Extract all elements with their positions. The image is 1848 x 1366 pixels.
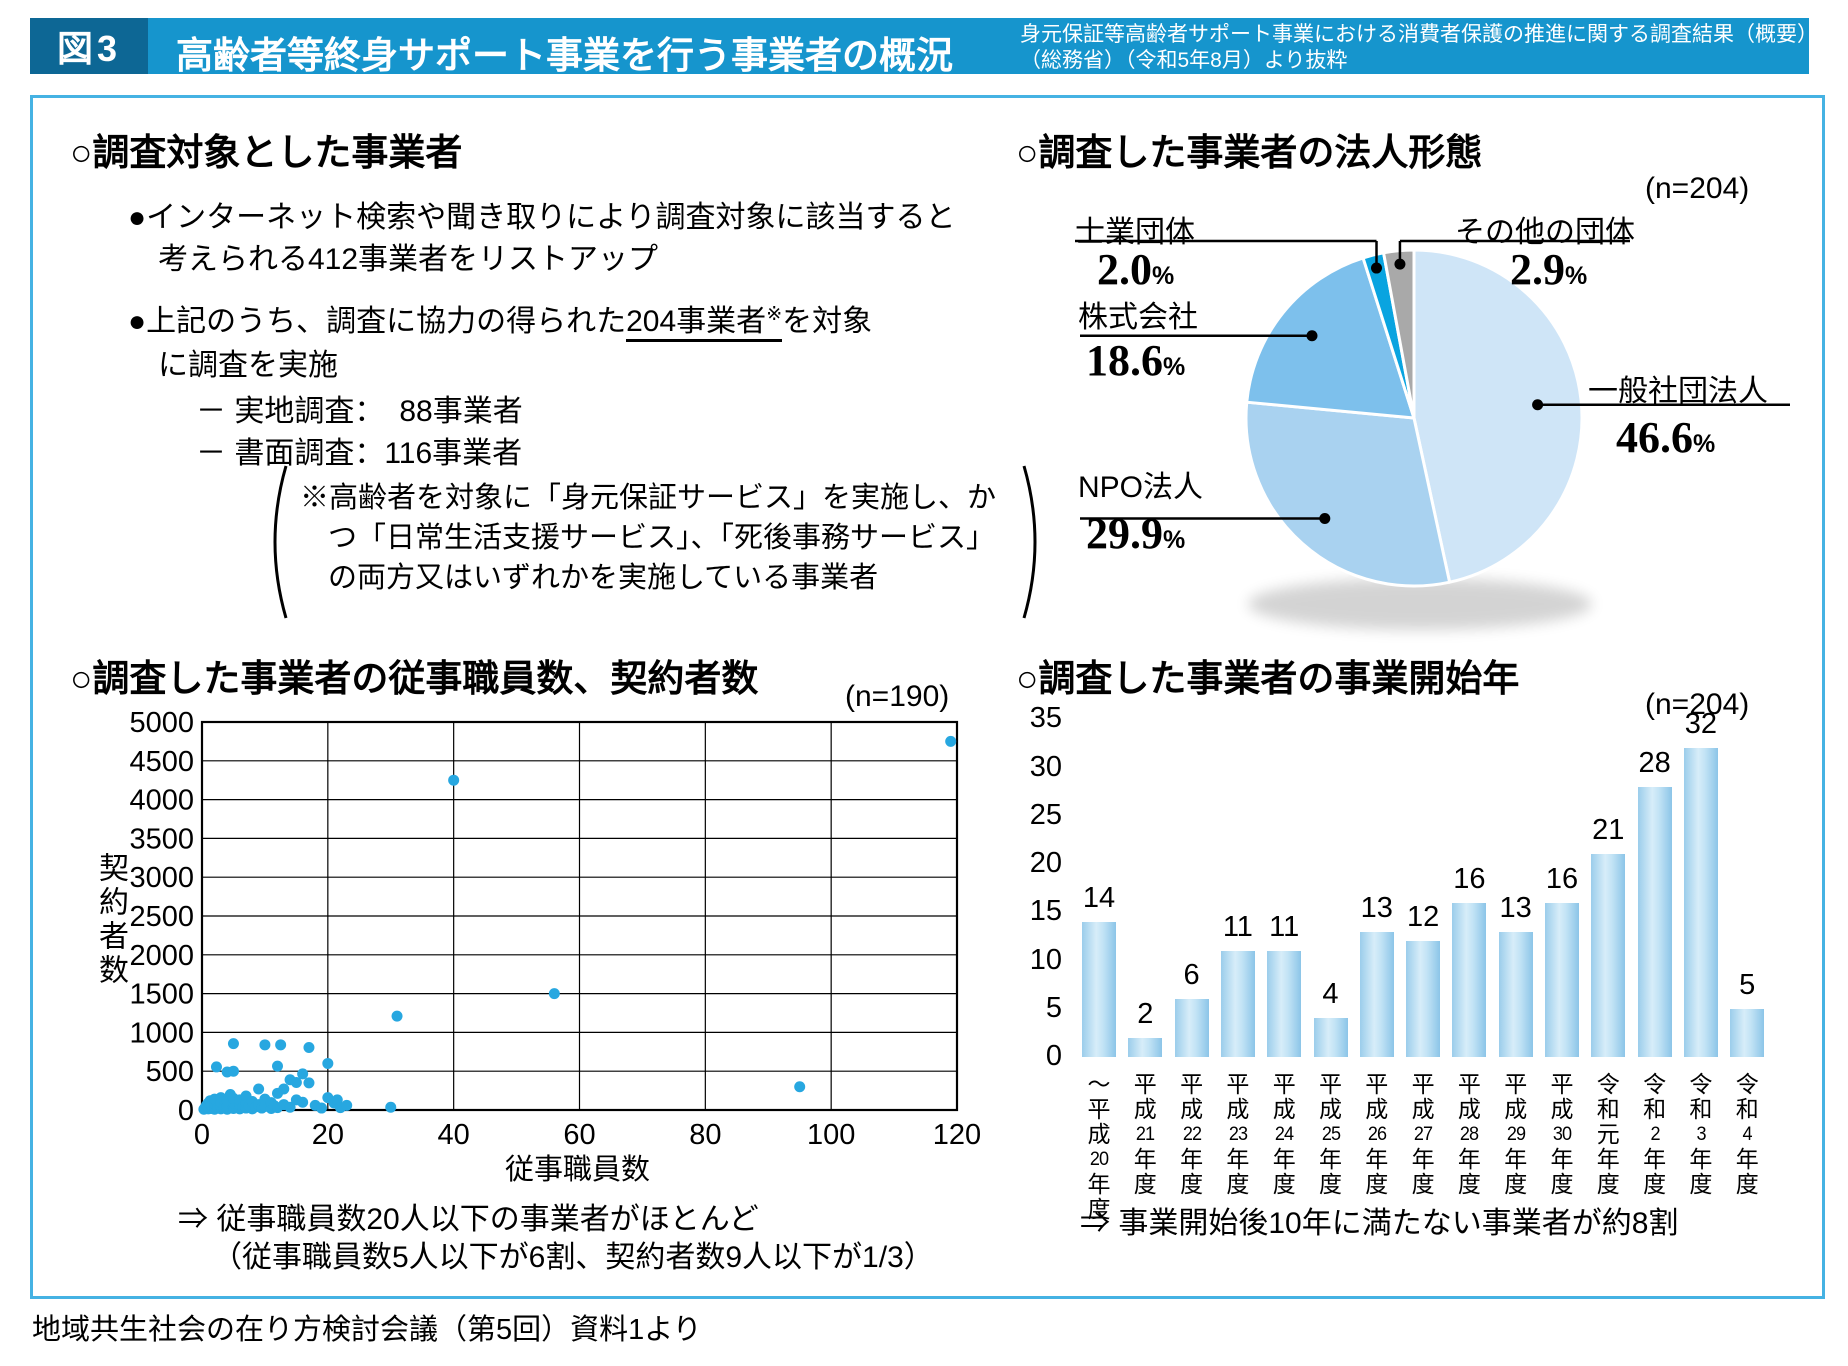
pie-pct-shigyo: 2.0% (1097, 244, 1174, 295)
count-204: 204事業者 (626, 305, 767, 338)
svg-text:80: 80 (689, 1119, 721, 1151)
page-title: 高齢者等終身サポート事業を行う事業者の概況 (176, 35, 953, 76)
percent-sign: % (1693, 430, 1716, 458)
scatter-points (198, 735, 957, 1115)
scatter-annotation-line2: （従事職員数5人以下が6割、契約者数9人以下が1/3） (212, 1241, 934, 1274)
bullet2-prefix: ●上記のうち、調査に協力の得られた (128, 305, 627, 338)
percent-sign: % (1163, 353, 1186, 381)
bullet1-line2: 考えられる412事業者をリストアップ (158, 243, 659, 276)
pct-value: 18.6 (1086, 336, 1163, 385)
svg-text:4500: 4500 (129, 746, 194, 778)
section-heading-survey-target: ○調査対象とした事業者 (70, 132, 463, 173)
note-line1: ※高齢者を対象に「身元保証サービス」を実施し、か (300, 482, 997, 514)
header-title-bar (148, 18, 1809, 74)
source-note-line2: （総務省）（令和5年8月）より抜粋 (1020, 49, 1348, 72)
figure-number: 図3 (56, 28, 122, 69)
pie-label-general: 一般社団法人 (1588, 375, 1768, 408)
pie-pct-kk: 18.6% (1086, 335, 1185, 386)
pie-pct-other: 2.9% (1510, 244, 1587, 295)
svg-text:4000: 4000 (129, 785, 194, 817)
pie-label-shigyo: 士業団体 (1075, 216, 1195, 249)
pie-label-other: その他の団体 (1455, 216, 1635, 249)
pct-value: 2.9 (1510, 245, 1565, 294)
pie-pct-general: 46.6% (1616, 412, 1715, 463)
svg-text:0: 0 (194, 1119, 210, 1151)
svg-text:5000: 5000 (129, 707, 194, 739)
svg-text:60: 60 (563, 1119, 595, 1151)
section-heading-start-year: ○調査した事業者の事業開始年 (1016, 658, 1520, 699)
staff-scatter-chart: 0500100015002000250030003500400045005000… (129, 707, 981, 1151)
percent-sign: % (1152, 262, 1175, 290)
svg-text:3000: 3000 (129, 862, 194, 894)
svg-text:500: 500 (146, 1056, 194, 1088)
footer-source: 地域共生社会の在り方検討会議（第5回）資料1より (32, 1314, 702, 1346)
bar-annotation: ⇒ 事業開始後10年に満たない事業者が約8割 (1080, 1207, 1679, 1240)
svg-text:20: 20 (312, 1119, 344, 1151)
scatter-tick-labels: 0500100015002000250030003500400045005000… (129, 707, 981, 1151)
bullet1-line1: ●インターネット検索や聞き取りにより調査対象に該当すると (128, 201, 956, 234)
note-line3: の両方又はいずれかを実施している事業者 (328, 562, 879, 594)
section-heading-staff: ○調査した事業者の従事職員数、契約者数 (70, 658, 759, 699)
bullet2-suffix: を対象 (782, 305, 873, 338)
source-note-line1: 身元保証等高齢者サポート事業における消費者保護の推進に関する調査結果（概要） (1020, 23, 1818, 46)
section-heading-legal-form: ○調査した事業者の法人形態 (1016, 132, 1483, 173)
pct-value: 2.0 (1097, 245, 1152, 294)
svg-text:2500: 2500 (129, 901, 194, 933)
note-parentheses (273, 465, 1037, 619)
pie-label-kk: 株式会社 (1078, 301, 1198, 334)
pie-label-npo: NPO法人 (1078, 471, 1204, 504)
paper-survey-item: － 書面調査：116事業者 (196, 437, 523, 470)
bullet2-underlined-count: 204事業者※ (626, 304, 783, 342)
scatter-y-axis-title: 契約者数 (94, 852, 127, 988)
svg-text:0: 0 (178, 1095, 194, 1127)
legal-form-pie-chart (1075, 239, 1790, 630)
note-marker: ※ (766, 304, 783, 325)
pie-n-label: (n=204) (1645, 172, 1750, 205)
percent-sign: % (1163, 526, 1186, 554)
pie-slices (1244, 248, 1584, 588)
svg-text:1000: 1000 (129, 1017, 194, 1049)
svg-text:100: 100 (807, 1119, 855, 1151)
pie-leader-lines (1075, 239, 1790, 525)
svg-text:3500: 3500 (129, 823, 194, 855)
bullet2-line2: に調査を実施 (158, 349, 338, 382)
pct-value: 29.9 (1086, 509, 1163, 558)
pie-shadow (1248, 578, 1592, 630)
pie-pct-npo: 29.9% (1086, 508, 1185, 559)
pct-value: 46.6 (1616, 413, 1693, 462)
svg-text:40: 40 (438, 1119, 470, 1151)
bar-n-label: (n=204) (1645, 688, 1750, 721)
note-line2: つ「日常生活支援サービス」、「死後事務サービス」 (328, 522, 996, 554)
scatter-annotation-line1: ⇒ 従事職員数20人以下の事業者がほとんど (178, 1203, 759, 1236)
source-note: 身元保証等高齢者サポート事業における消費者保護の推進に関する調査結果（概要） （… (1020, 22, 1818, 74)
svg-text:1500: 1500 (129, 979, 194, 1011)
bullet2-line1: ●上記のうち、調査に協力の得られた204事業者※を対象 (128, 296, 873, 342)
scatter-gridlines (200, 720, 959, 1112)
svg-text:120: 120 (933, 1119, 981, 1151)
scatter-n-label: (n=190) (845, 680, 950, 713)
figure-number-badge: 図3 (30, 18, 148, 74)
svg-text:2000: 2000 (129, 940, 194, 972)
scatter-x-axis-title: 従事職員数 (505, 1154, 651, 1186)
field-survey-item: － 実地調査： 88事業者 (196, 395, 523, 428)
percent-sign: % (1565, 262, 1588, 290)
